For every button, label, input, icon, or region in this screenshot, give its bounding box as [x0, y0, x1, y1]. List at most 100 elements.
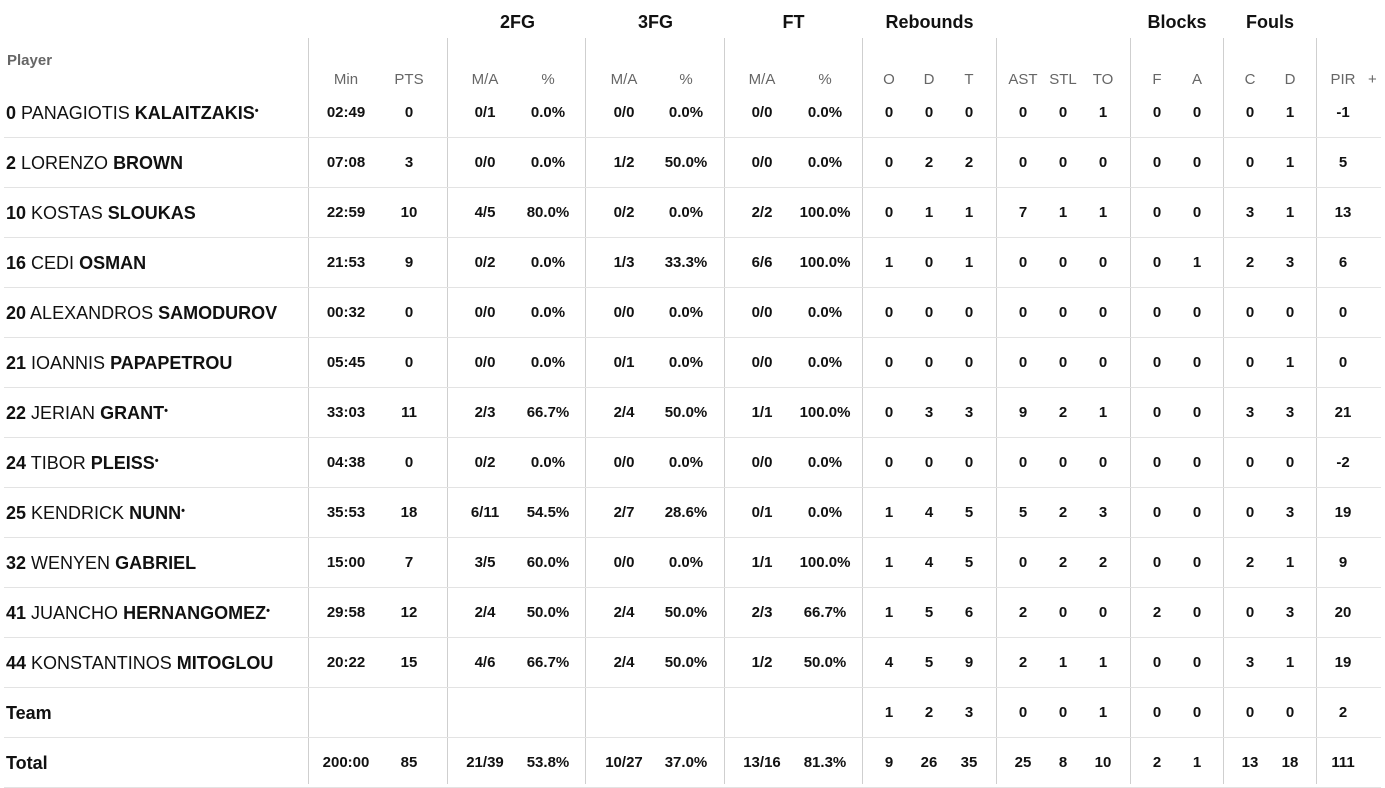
- player-name-link[interactable]: 21 IOANNIS PAPAPETROU: [6, 338, 232, 388]
- stat-pir: 13: [1334, 204, 1352, 221]
- stat-ft-ma: 0/0: [751, 304, 773, 321]
- stat-foul-c: 2: [1245, 254, 1255, 271]
- player-first-name: LORENZO: [21, 153, 109, 173]
- stat-reb-t: 3: [964, 404, 974, 421]
- column-divider: [1130, 38, 1131, 784]
- column-header-stl[interactable]: STL: [1049, 71, 1077, 88]
- column-header-fg3-pct[interactable]: %: [679, 71, 693, 88]
- player-last-name: BROWN: [113, 153, 184, 173]
- player-number: 20: [6, 303, 27, 323]
- player-name-link[interactable]: 10 KOSTAS SLOUKAS: [6, 188, 196, 238]
- stat-fg3-ma: 0/1: [613, 354, 635, 371]
- stat-blk-a: 0: [1192, 354, 1202, 371]
- stat-ast: 9: [1018, 404, 1028, 421]
- player-number: 22: [6, 403, 27, 423]
- stat-to: 1: [1098, 204, 1108, 221]
- stat-fg2-pct: 50.0%: [526, 604, 570, 621]
- stat-ft-ma: 0/1: [751, 504, 773, 521]
- stat-pts: 11: [401, 404, 417, 421]
- row-divider: [4, 487, 1381, 488]
- stat-ft-pct: 0.0%: [807, 354, 843, 371]
- column-header-ft-ma[interactable]: M/A: [748, 71, 776, 88]
- column-header-reb-d[interactable]: D: [923, 71, 935, 88]
- column-header-ast[interactable]: AST: [1008, 71, 1038, 88]
- stat-fg2-ma: 6/11: [470, 504, 500, 521]
- column-header-foul-c[interactable]: C: [1244, 71, 1256, 88]
- player-name-link[interactable]: 20 ALEXANDROS SAMODUROV: [6, 288, 277, 338]
- column-header-reb-t[interactable]: T: [964, 71, 974, 88]
- stat-blk-a: 0: [1192, 554, 1202, 571]
- stat-ft-ma: 1/1: [751, 554, 773, 571]
- player-name-link[interactable]: 16 CEDI OSMAN: [6, 238, 146, 288]
- column-header-ft-pct[interactable]: %: [818, 71, 832, 88]
- player-last-name: KALAITZAKIS: [134, 103, 255, 123]
- stat-blk-a: 0: [1192, 154, 1202, 171]
- column-header-fg2-ma[interactable]: M/A: [471, 71, 499, 88]
- stat-ft-ma: 0/0: [751, 104, 773, 121]
- player-number: 44: [6, 653, 27, 673]
- stat-fg3-ma: 0/0: [613, 554, 635, 571]
- player-last-name: OSMAN: [79, 253, 147, 273]
- player-last-name: NUNN: [129, 503, 182, 523]
- column-header-blk-f[interactable]: F: [1152, 71, 1162, 88]
- stat-pir: 0: [1338, 304, 1348, 321]
- player-name-link[interactable]: 41 JUANCHO HERNANGOMEZ•: [6, 588, 270, 638]
- stat-blk-f: 0: [1152, 654, 1162, 671]
- stat-pir: -2: [1336, 454, 1350, 471]
- table-row: 32 WENYEN GABRIEL 15:00 7 3/5 60.0% 0/0 0.0% 1/…: [0, 538, 1385, 588]
- stat-to: 0: [1098, 304, 1108, 321]
- column-header-min[interactable]: Min: [333, 71, 359, 88]
- column-header-reb-o[interactable]: O: [883, 71, 895, 88]
- column-header-blk-a[interactable]: A: [1191, 71, 1202, 88]
- stat-fg3-pct: 50.0%: [664, 654, 708, 671]
- stat-fg2-pct: 0.0%: [530, 454, 566, 471]
- stat-ft-pct: 0.0%: [807, 154, 843, 171]
- player-first-name: CEDI: [31, 253, 75, 273]
- stat-to: 1: [1098, 704, 1108, 721]
- stat-reb-o: 1: [884, 254, 894, 271]
- table-row: 16 CEDI OSMAN 21:53 9 0/2 0.0% 1/3 33.3% 6/6 100…: [0, 238, 1385, 288]
- stat-reb-t: 9: [964, 654, 974, 671]
- stat-fg2-ma: 0/0: [474, 354, 496, 371]
- player-number: 21: [6, 353, 27, 373]
- starter-marker-icon: •: [181, 505, 185, 517]
- stat-reb-o: 0: [884, 454, 894, 471]
- row-divider: [4, 637, 1381, 638]
- player-name-link[interactable]: 0 PANAGIOTIS KALAITZAKIS•: [6, 88, 259, 138]
- player-name-link[interactable]: 2 LORENZO BROWN: [6, 138, 183, 188]
- stat-fg2-ma: 0/0: [474, 154, 496, 171]
- stat-fg3-ma: [592, 688, 656, 738]
- table-row: 0 PANAGIOTIS KALAITZAKIS• 02:49 0 0/1 0.0% 0/…: [0, 88, 1385, 138]
- column-header-pts[interactable]: PTS: [394, 71, 424, 88]
- column-header-pir[interactable]: PIR: [1330, 71, 1356, 88]
- stat-fg3-pct: [654, 688, 718, 738]
- stat-ast: 0: [1018, 254, 1028, 271]
- stat-blk-a: 1: [1192, 754, 1202, 771]
- player-name-link[interactable]: 44 KONSTANTINOS MITOGLOU: [6, 638, 273, 688]
- player-last-name: MITOGLOU: [176, 653, 274, 673]
- expand-plus-icon[interactable]: +: [1368, 71, 1377, 88]
- column-header-foul-d[interactable]: D: [1284, 71, 1296, 88]
- column-header-player[interactable]: Player: [7, 52, 53, 69]
- column-header-to[interactable]: TO: [1092, 71, 1114, 88]
- stat-pts: 0: [404, 104, 414, 121]
- group-ft: FT: [782, 12, 805, 32]
- stat-ast: 7: [1018, 204, 1028, 221]
- row-divider: [4, 737, 1381, 738]
- stat-reb-o: 4: [884, 654, 894, 671]
- stat-min: 05:45: [326, 354, 366, 371]
- stat-fg2-pct: 0.0%: [530, 254, 566, 271]
- column-header-fg2-pct[interactable]: %: [541, 71, 555, 88]
- stat-fg2-pct: 80.0%: [526, 204, 570, 221]
- player-name-link[interactable]: 24 TIBOR PLEISS•: [6, 438, 159, 488]
- player-name-link[interactable]: 32 WENYEN GABRIEL: [6, 538, 196, 588]
- stat-stl: 8: [1058, 754, 1068, 771]
- player-name-link[interactable]: 25 KENDRICK NUNN•: [6, 488, 185, 538]
- player-name-link[interactable]: 22 JERIAN GRANT•: [6, 388, 168, 438]
- player-first-name: KONSTANTINOS: [31, 653, 172, 673]
- stat-fg2-pct: 54.5%: [526, 504, 570, 521]
- column-header-fg3-ma[interactable]: M/A: [610, 71, 638, 88]
- player-number: 10: [6, 203, 27, 223]
- stat-blk-f: 0: [1152, 504, 1162, 521]
- stat-stl: 1: [1058, 654, 1068, 671]
